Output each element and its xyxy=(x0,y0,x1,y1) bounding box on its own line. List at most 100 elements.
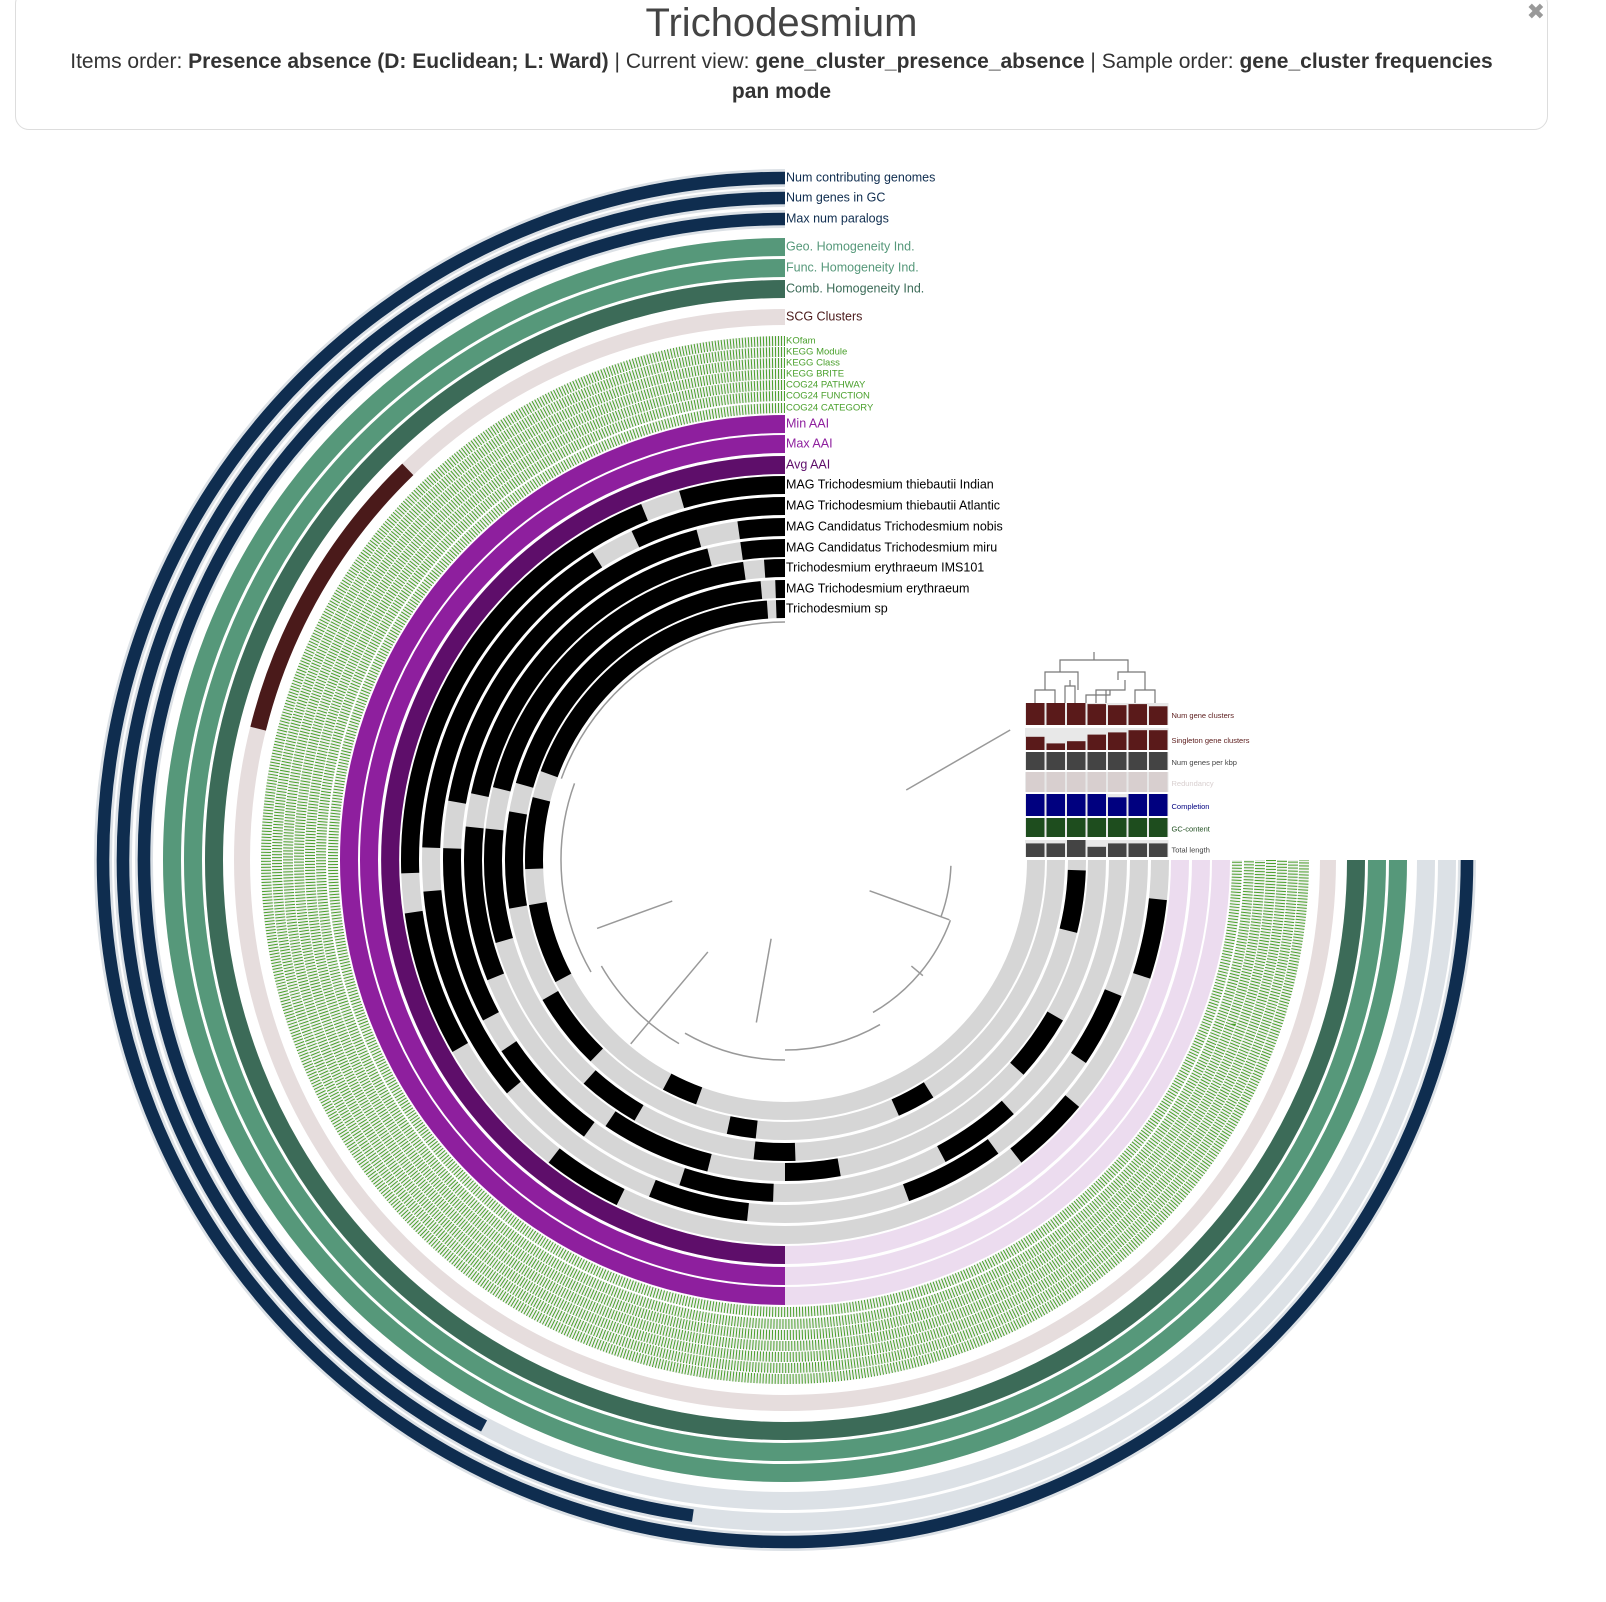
layer-label: Num genes in GC xyxy=(786,190,885,204)
ring-segment xyxy=(542,990,604,1062)
subtitle: Items order: Presence absence (D: Euclid… xyxy=(16,47,1547,107)
sample-dendrogram xyxy=(1085,690,1111,703)
ring-segment xyxy=(1133,898,1167,979)
panel-bar xyxy=(1149,794,1168,816)
panel-bar xyxy=(1026,752,1045,770)
layer-label: COG24 PATHWAY xyxy=(786,380,866,391)
layer-label: Num contributing genomes xyxy=(786,170,935,184)
panel-bar xyxy=(1067,772,1086,792)
ring-segment xyxy=(443,848,499,1021)
ring-segment xyxy=(505,811,528,909)
ring-segment xyxy=(605,1111,712,1172)
panel-label: Redundancy xyxy=(1172,779,1214,788)
ring-segment xyxy=(316,391,1254,1329)
panel-bar xyxy=(1087,752,1106,770)
ring-segment xyxy=(484,828,513,943)
sample-dendrogram xyxy=(1044,671,1079,690)
value: gene_cluster frequencies xyxy=(1239,50,1493,73)
ring-segment xyxy=(662,1073,703,1105)
dendrogram xyxy=(596,900,673,930)
ring-segment xyxy=(726,1116,758,1139)
panel-bar xyxy=(1046,772,1065,792)
dendrogram xyxy=(869,890,950,921)
ring-segment xyxy=(423,890,521,1094)
ring-segment xyxy=(1059,869,1086,933)
ring-segment xyxy=(649,1179,750,1222)
sample-dendrogram xyxy=(1117,671,1146,690)
layer-label: Trichodesmium erythraeum IMS101 xyxy=(786,560,984,574)
ring-segment xyxy=(737,518,786,540)
panel-bar xyxy=(1046,752,1065,770)
layer-label: SCG Clusters xyxy=(786,309,862,323)
ring-segment xyxy=(272,347,1298,1373)
sample-dendrogram xyxy=(1034,689,1056,703)
ring-background xyxy=(261,336,1309,1384)
layer-label: Avg AAI xyxy=(786,457,830,471)
panel-label: GC-content xyxy=(1172,824,1211,833)
panel-label: Num genes per kbp xyxy=(1172,758,1237,767)
ring-segment xyxy=(525,797,551,870)
panel-bar xyxy=(1128,843,1147,857)
ring-segment xyxy=(937,1100,1014,1162)
ring-segment xyxy=(891,1082,934,1116)
ring-background xyxy=(328,403,1242,1317)
panel-bar xyxy=(1128,818,1147,837)
title: Trichodesmium xyxy=(645,1,918,45)
ring-segment xyxy=(501,1041,595,1137)
panel-bar xyxy=(1108,818,1127,837)
ring-segment xyxy=(540,600,769,778)
dendrogram xyxy=(940,865,952,918)
ring-segment xyxy=(305,380,1265,1340)
ring-segment xyxy=(381,456,786,1264)
panel-bar xyxy=(1046,703,1065,725)
ring-segment xyxy=(360,435,786,1285)
layer-label: Max num paralogs xyxy=(786,211,889,225)
panel-bar xyxy=(1087,772,1106,792)
sample-dendrogram xyxy=(1134,689,1156,703)
dendrogram xyxy=(905,729,1011,791)
dendrogram xyxy=(755,938,772,1023)
value: gene_cluster_presence_absence xyxy=(755,50,1085,73)
panel-bar xyxy=(1087,794,1106,816)
label: Items order: xyxy=(70,50,183,73)
ring-segment xyxy=(404,910,469,1052)
layer-label: COG24 FUNCTION xyxy=(786,391,870,402)
panel-bar xyxy=(1026,703,1045,725)
ring-segment xyxy=(753,1141,796,1161)
panel-bar xyxy=(1046,818,1065,837)
ring-segment xyxy=(548,1148,625,1206)
ring-segment xyxy=(583,1070,644,1121)
panel-bar xyxy=(1026,736,1045,750)
ring-segment xyxy=(764,559,786,578)
ring-segment xyxy=(492,561,746,792)
ring-segment xyxy=(464,826,505,981)
layer-label: Max AAI xyxy=(786,436,833,450)
panel-bar xyxy=(1026,794,1045,816)
dendrogram xyxy=(684,1032,786,1061)
mode: pan mode xyxy=(731,80,832,103)
ring-segment xyxy=(261,336,1309,1384)
close-button[interactable]: ✖ xyxy=(1526,0,1545,24)
panel-bar xyxy=(1108,772,1127,792)
ring-segment xyxy=(679,1168,774,1202)
panel-label: Singleton gene clusters xyxy=(1172,736,1250,745)
ring-segment xyxy=(250,463,414,731)
panel-bar xyxy=(1128,794,1147,816)
layer-label: Func. Homogeneity Ind. xyxy=(786,260,919,274)
label: Current view: xyxy=(625,50,750,73)
ring-segment xyxy=(1070,989,1122,1063)
layer-label: Comb. Homogeneity Ind. xyxy=(786,281,924,295)
panel-bar xyxy=(1026,772,1045,792)
layer-label: COG24 CATEGORY xyxy=(786,403,874,414)
panel-bar xyxy=(1149,818,1168,837)
ring-segment xyxy=(422,552,603,848)
value: Presence absence (D: Euclidean; L: Ward) xyxy=(188,50,609,73)
ring-segment xyxy=(784,1158,841,1181)
panel-bar xyxy=(1087,818,1106,837)
ring-segment xyxy=(205,280,1365,1440)
layer-label: KOfam xyxy=(786,336,816,347)
panel-bar xyxy=(1149,752,1168,770)
panel-bar xyxy=(1149,843,1168,857)
dendrogram xyxy=(560,621,786,779)
